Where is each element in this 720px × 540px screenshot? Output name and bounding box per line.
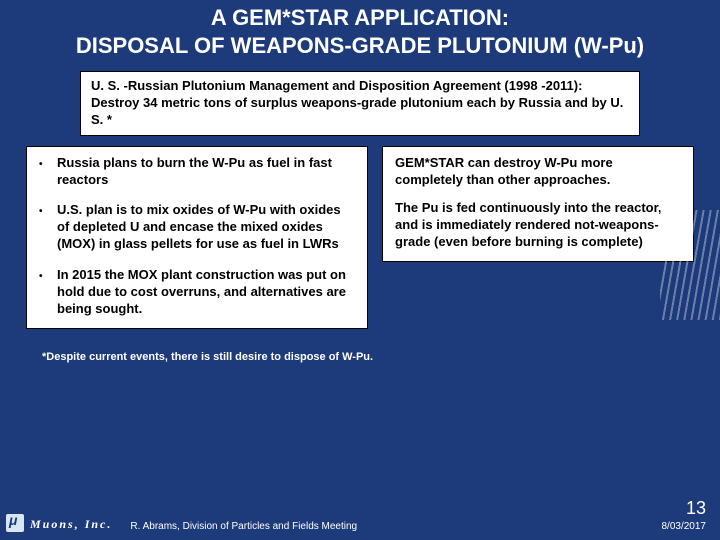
bullet-dot-icon: • [39, 155, 57, 189]
bullet-dot-icon: • [39, 267, 57, 318]
bullet-text: Russia plans to burn the W-Pu as fuel in… [57, 155, 355, 189]
footnote-text: *Despite current events, there is still … [0, 329, 720, 363]
intro-box: U. S. -Russian Plutonium Management and … [80, 71, 640, 136]
two-column-area: • Russia plans to burn the W-Pu as fuel … [0, 146, 720, 329]
mu-logo-icon [6, 514, 24, 532]
bullet-item: • U.S. plan is to mix oxides of W-Pu wit… [39, 202, 355, 253]
bullet-item: • In 2015 the MOX plant construction was… [39, 267, 355, 318]
bullet-text: U.S. plan is to mix oxides of W-Pu with … [57, 202, 355, 253]
left-bullet-box: • Russia plans to burn the W-Pu as fuel … [26, 146, 368, 329]
bullet-dot-icon: • [39, 202, 57, 253]
right-paragraph: GEM*STAR can destroy W-Pu more completel… [395, 155, 681, 189]
page-number: 13 [662, 498, 707, 519]
right-text-box: GEM*STAR can destroy W-Pu more completel… [382, 146, 694, 262]
bullet-item: • Russia plans to burn the W-Pu as fuel … [39, 155, 355, 189]
slide-date: 8/03/2017 [662, 521, 707, 532]
page-date-block: 13 8/03/2017 [662, 498, 707, 532]
right-paragraph: The Pu is fed continuously into the reac… [395, 200, 681, 251]
bullet-text: In 2015 the MOX plant construction was p… [57, 267, 355, 318]
company-name: Muons, Inc. [30, 517, 112, 532]
footer-bar: Muons, Inc. R. Abrams, Division of Parti… [0, 498, 720, 532]
presenter-text: R. Abrams, Division of Particles and Fie… [130, 521, 661, 532]
slide-title: A GEM*STAR APPLICATION:DISPOSAL OF WEAPO… [0, 0, 720, 67]
